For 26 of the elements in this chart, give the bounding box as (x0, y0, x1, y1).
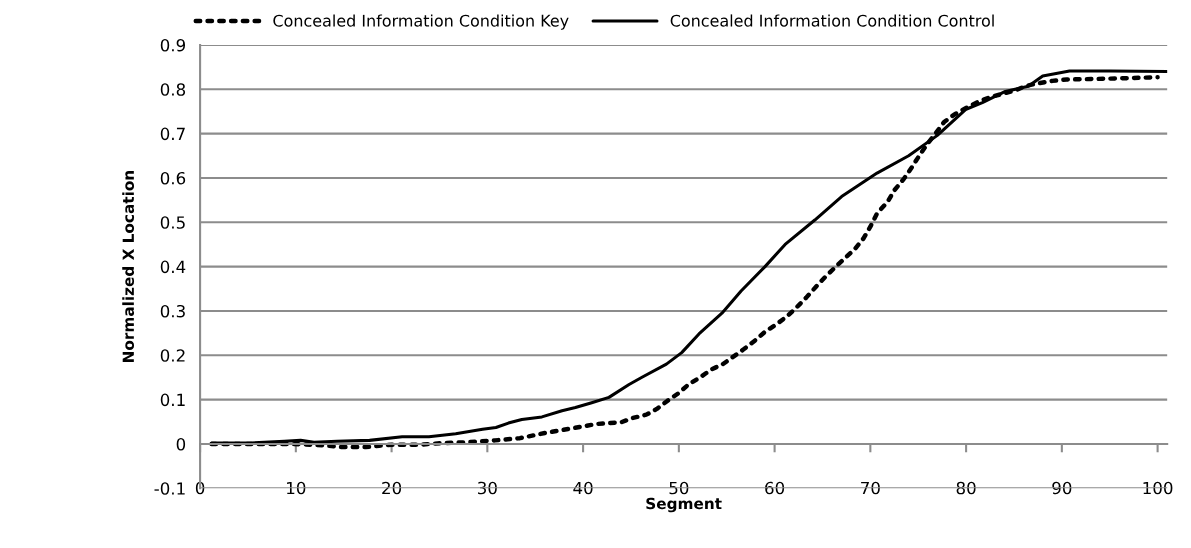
y-tick-label: 0.4 (160, 260, 186, 274)
y-tick-label: 0.6 (160, 171, 186, 185)
legend-label: Concealed Information Condition Key (273, 14, 569, 30)
x-tick-label: 70 (861, 481, 880, 495)
x-tick-label: 0 (195, 481, 205, 495)
x-tick-label: 30 (478, 481, 497, 495)
x-tick-label: 100 (1143, 481, 1173, 495)
y-tick-label: 0.9 (160, 38, 186, 52)
y-tick-label: 0.3 (160, 304, 185, 318)
y-tick-label: -0.1 (154, 482, 185, 495)
x-tick-label: 90 (1052, 481, 1072, 495)
y-axis-title: Normalized X Location (122, 170, 135, 363)
y-tick-label: 0.7 (160, 127, 185, 141)
x-axis-title: Segment (646, 497, 722, 513)
legend-label: Concealed Information Condition Control (670, 14, 994, 27)
y-tick-label: 0.5 (160, 216, 185, 229)
x-tick-label: 80 (956, 481, 976, 495)
x-tick-label: 20 (382, 481, 402, 495)
x-tick-label: 60 (765, 481, 785, 495)
x-tick-label: 10 (287, 481, 306, 495)
y-tick-label: 0 (176, 437, 186, 451)
y-tick-label: 0.8 (160, 83, 186, 96)
y-tick-label: 0.2 (160, 349, 185, 362)
x-tick-label: 50 (669, 481, 689, 495)
x-tick-label: 40 (573, 481, 593, 495)
y-tick-label: 0.1 (160, 393, 185, 407)
